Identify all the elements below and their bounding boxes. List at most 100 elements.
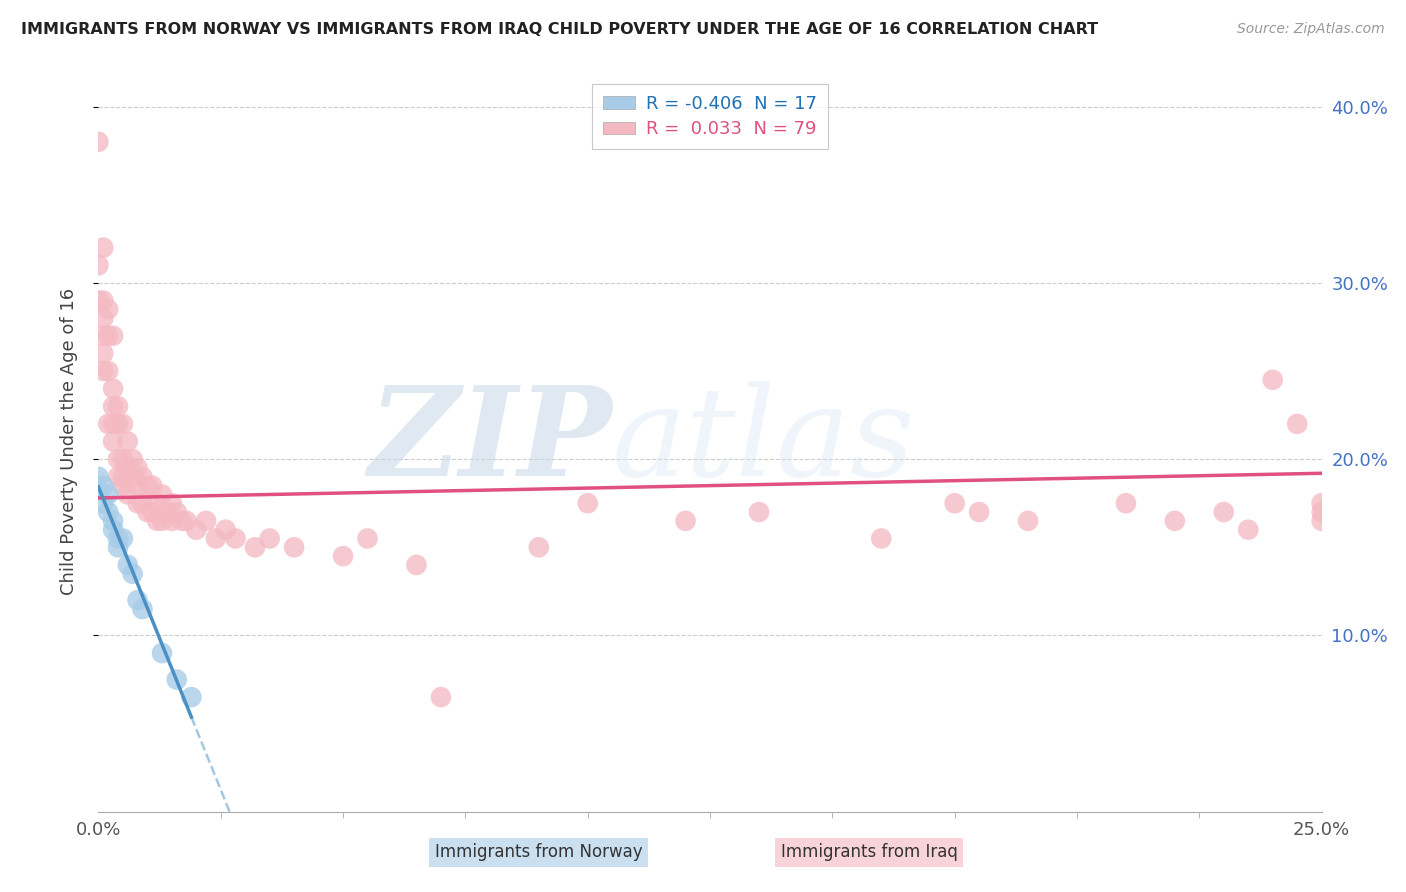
Point <box>101 328 124 343</box>
Point <box>107 532 129 546</box>
Point <box>87 258 110 272</box>
Point <box>97 302 120 317</box>
Point <box>91 496 114 510</box>
Point <box>97 487 120 501</box>
Point <box>127 496 149 510</box>
Point <box>576 496 599 510</box>
Point <box>117 434 139 449</box>
Point <box>107 470 129 484</box>
Point <box>107 541 129 555</box>
Point <box>101 417 124 431</box>
Point <box>166 505 188 519</box>
Point <box>1164 514 1187 528</box>
Point <box>97 328 120 343</box>
Point <box>91 364 114 378</box>
Point <box>91 241 114 255</box>
Point <box>214 523 236 537</box>
Point <box>180 690 202 705</box>
Point <box>156 505 179 519</box>
Point <box>97 364 120 378</box>
Point <box>146 514 169 528</box>
Point <box>111 470 134 484</box>
Point <box>87 293 110 308</box>
Point <box>195 514 218 528</box>
Text: ZIP: ZIP <box>368 381 612 502</box>
Point <box>121 452 143 467</box>
Text: atlas: atlas <box>612 381 915 502</box>
Point <box>224 532 246 546</box>
Point <box>1017 514 1039 528</box>
Point <box>967 505 990 519</box>
Point <box>101 434 124 449</box>
Point <box>870 532 893 546</box>
Point <box>356 532 378 546</box>
Point <box>111 452 134 467</box>
Point <box>146 496 169 510</box>
Point <box>101 399 124 413</box>
Point <box>107 417 129 431</box>
Text: IMMIGRANTS FROM NORWAY VS IMMIGRANTS FROM IRAQ CHILD POVERTY UNDER THE AGE OF 16: IMMIGRANTS FROM NORWAY VS IMMIGRANTS FRO… <box>21 22 1098 37</box>
Point <box>97 417 120 431</box>
Point <box>117 558 139 572</box>
Legend: R = -0.406  N = 17, R =  0.033  N = 79: R = -0.406 N = 17, R = 0.033 N = 79 <box>592 84 828 149</box>
Point <box>186 523 208 537</box>
Point <box>136 478 159 492</box>
Point <box>111 532 134 546</box>
Point <box>121 566 143 581</box>
Point <box>1115 496 1137 510</box>
Point <box>91 346 114 360</box>
Point <box>111 478 134 492</box>
Point <box>117 487 139 501</box>
Point <box>405 558 427 572</box>
Point <box>259 532 281 546</box>
Point <box>101 523 124 537</box>
Text: Source: ZipAtlas.com: Source: ZipAtlas.com <box>1237 22 1385 37</box>
Point <box>117 461 139 475</box>
Point <box>1310 496 1333 510</box>
Point <box>141 505 163 519</box>
Point <box>91 328 114 343</box>
Point <box>87 470 110 484</box>
Point <box>91 311 114 326</box>
Point <box>283 541 305 555</box>
Point <box>101 382 124 396</box>
Point <box>943 496 966 510</box>
Point <box>1212 505 1234 519</box>
Point <box>748 505 770 519</box>
Point <box>136 505 159 519</box>
Point <box>1310 514 1333 528</box>
Point <box>91 478 114 492</box>
Point <box>141 478 163 492</box>
Point <box>170 514 193 528</box>
Point <box>127 461 149 475</box>
Point <box>166 673 188 687</box>
Point <box>107 452 129 467</box>
Point <box>150 514 173 528</box>
Point <box>91 293 114 308</box>
Point <box>675 514 697 528</box>
Point <box>332 549 354 563</box>
Point <box>1237 523 1260 537</box>
Point <box>205 532 228 546</box>
Point <box>101 514 124 528</box>
Point <box>243 541 266 555</box>
Point <box>1286 417 1309 431</box>
Point <box>160 496 183 510</box>
Point <box>150 487 173 501</box>
Point <box>176 514 198 528</box>
Point <box>127 593 149 607</box>
Point <box>107 399 129 413</box>
Point <box>121 470 143 484</box>
Text: Immigrants from Iraq: Immigrants from Iraq <box>780 844 957 862</box>
Point <box>131 602 153 616</box>
Point <box>1261 373 1284 387</box>
Point <box>150 646 173 660</box>
Point <box>527 541 550 555</box>
Point <box>160 514 183 528</box>
Point <box>430 690 453 705</box>
Y-axis label: Child Poverty Under the Age of 16: Child Poverty Under the Age of 16 <box>59 288 77 595</box>
Point <box>127 478 149 492</box>
Text: Immigrants from Norway: Immigrants from Norway <box>434 844 643 862</box>
Point <box>131 496 153 510</box>
Point <box>1310 505 1333 519</box>
